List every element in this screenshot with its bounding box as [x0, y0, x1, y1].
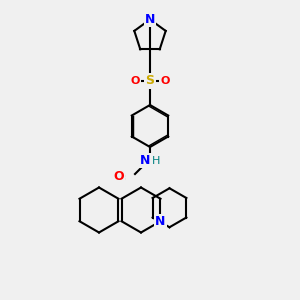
Text: N: N: [155, 215, 166, 228]
Text: S: S: [146, 74, 154, 88]
Text: N: N: [140, 154, 151, 167]
Text: O: O: [160, 76, 170, 86]
Text: O: O: [130, 76, 140, 86]
Text: O: O: [113, 170, 124, 184]
Text: H: H: [152, 155, 160, 166]
Text: N: N: [145, 13, 155, 26]
